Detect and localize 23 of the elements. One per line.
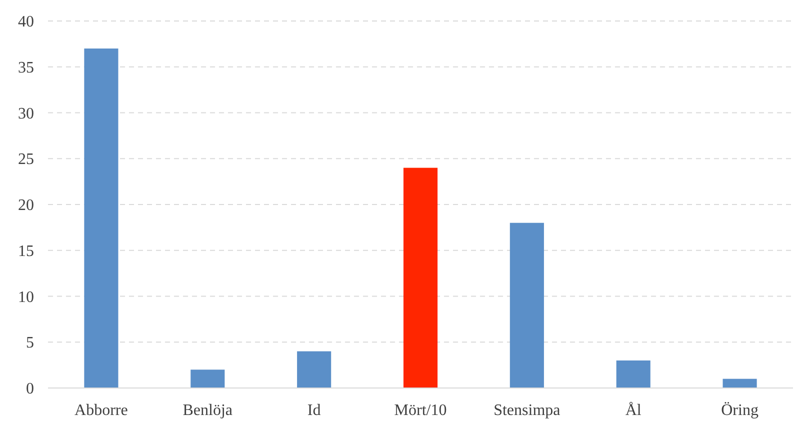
x-tick-label: Stensimpa — [494, 402, 560, 419]
bar — [190, 370, 225, 388]
bar — [297, 351, 332, 388]
y-tick-label: 20 — [18, 197, 34, 214]
x-tick-label: Ål — [625, 401, 642, 419]
y-tick-label: 15 — [18, 242, 34, 260]
y-tick-label: 35 — [18, 59, 34, 76]
x-tick-label: Benlöja — [182, 402, 233, 419]
bar — [616, 360, 650, 388]
y-tick-label: 10 — [18, 288, 34, 306]
x-tick-label: Öring — [721, 402, 758, 419]
bar — [510, 222, 544, 388]
y-tick-label: 0 — [26, 380, 34, 398]
bar — [403, 168, 438, 388]
y-tick-label: 5 — [26, 334, 34, 352]
bar — [84, 48, 118, 388]
x-tick-label: Id — [307, 402, 321, 419]
bar — [722, 378, 757, 388]
y-tick-label: 30 — [18, 105, 34, 122]
y-tick-label: 25 — [18, 151, 34, 168]
x-tick-label: Abborre — [74, 402, 128, 419]
y-tick-label: 40 — [18, 14, 34, 31]
x-tick-label: Mört/10 — [394, 402, 447, 419]
